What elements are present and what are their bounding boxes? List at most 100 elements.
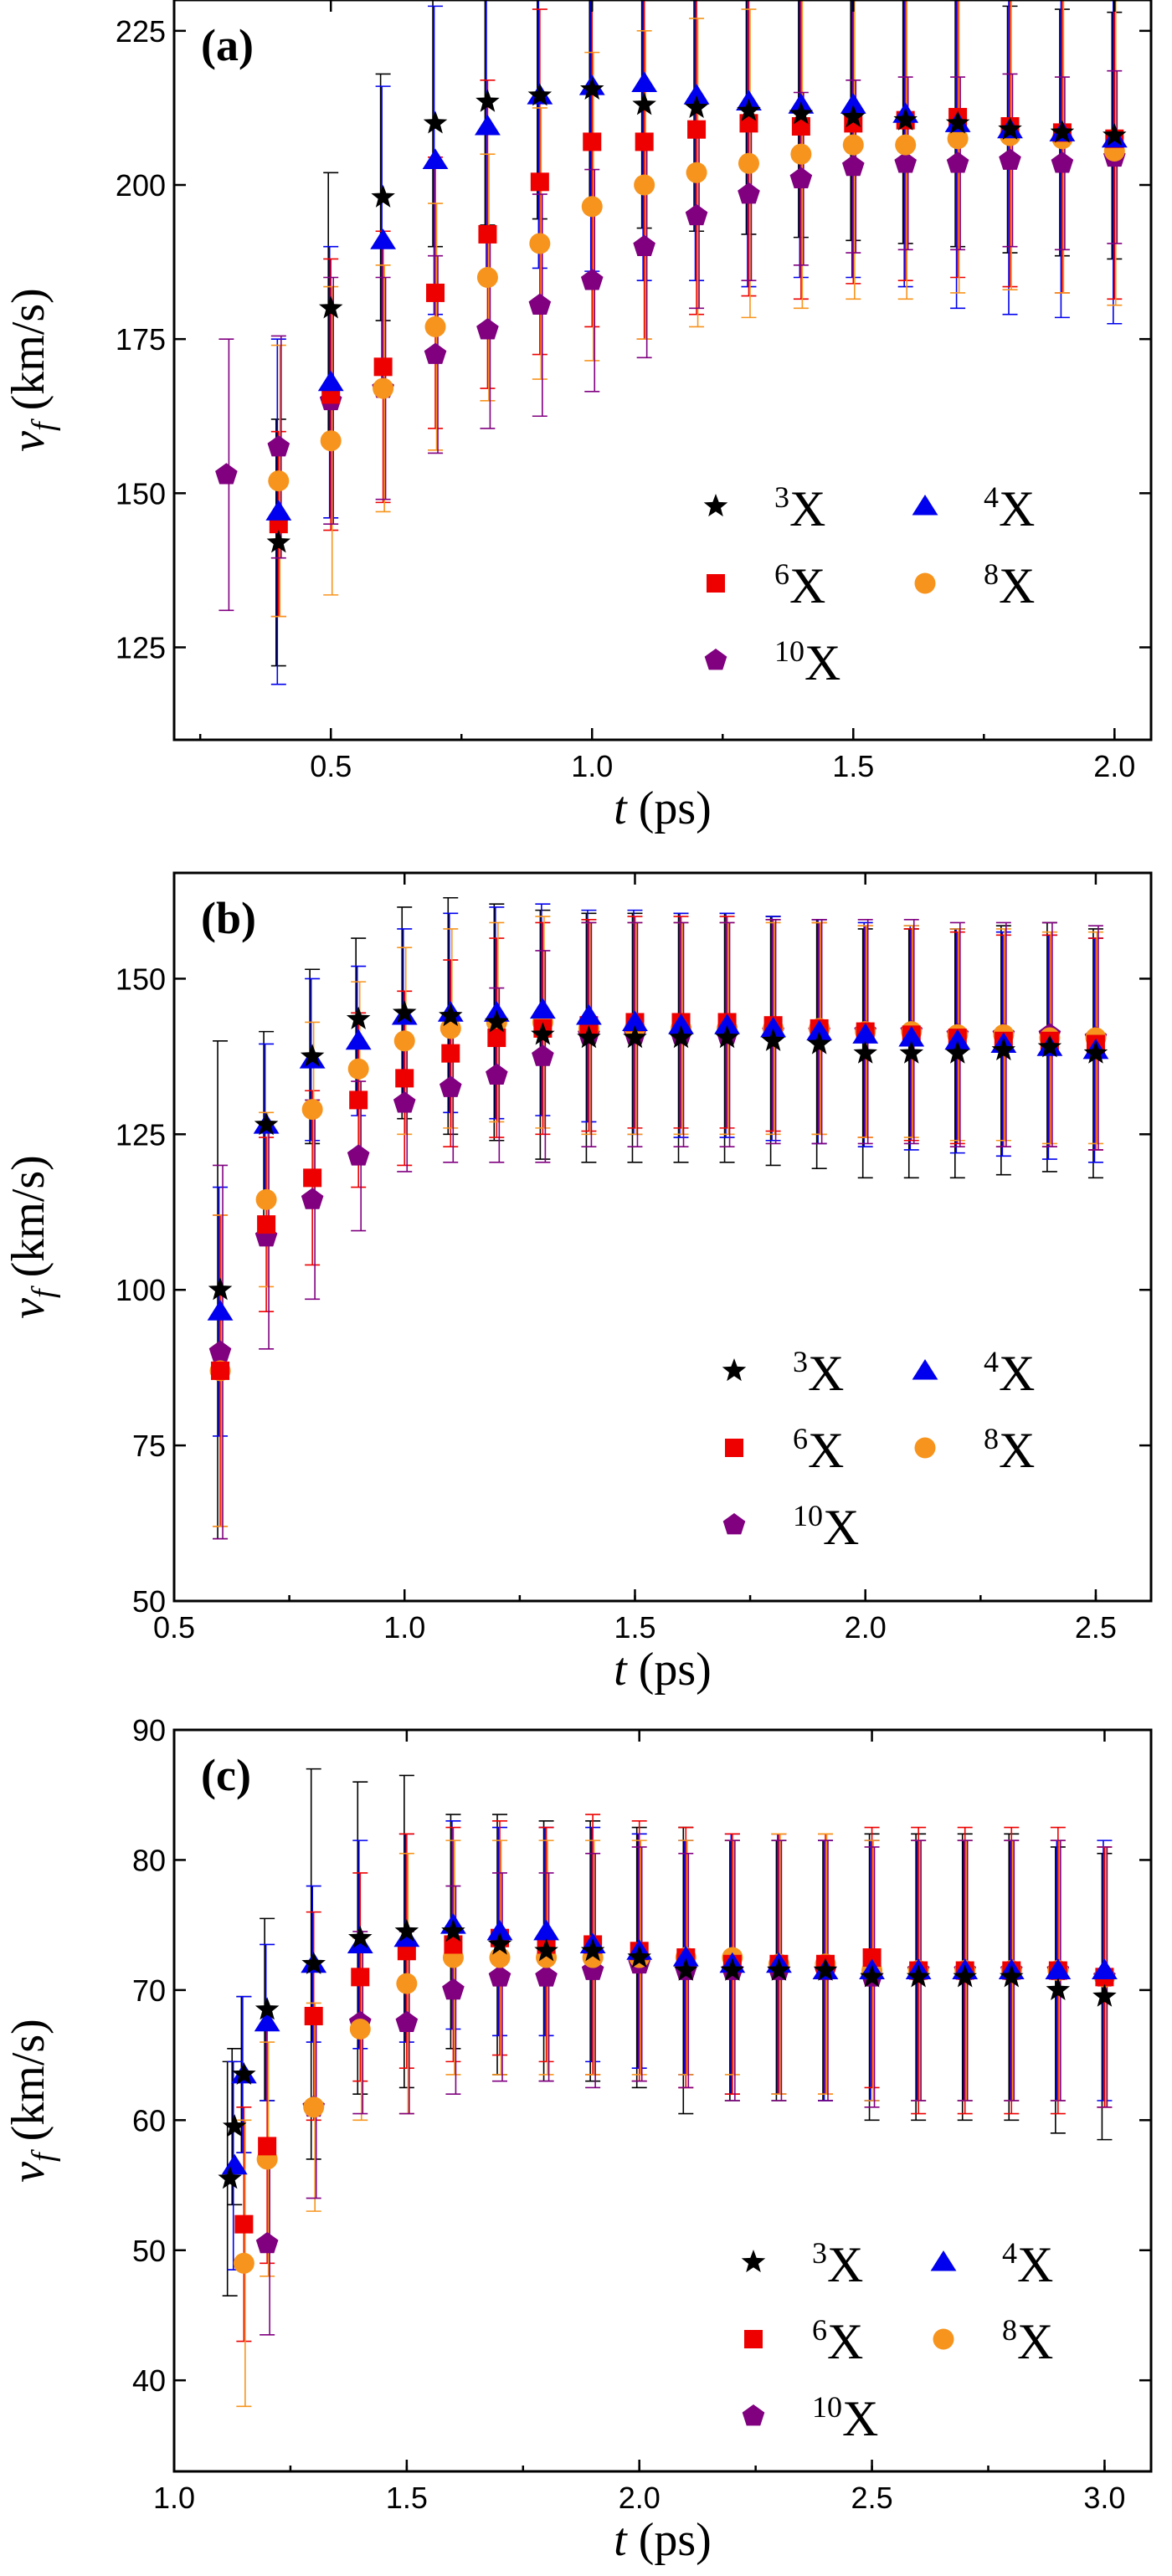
x-tick-label: 2.5	[1075, 1610, 1117, 1645]
series-square	[211, 1013, 1105, 1380]
legend-label: 6X	[812, 2313, 863, 2369]
data-point	[714, 1013, 740, 1034]
data-point	[396, 1973, 418, 1994]
legend-marker	[912, 495, 938, 516]
y-tick-label: 40	[132, 2363, 166, 2398]
data-point	[486, 1919, 513, 1941]
data-point	[348, 1925, 373, 1948]
data-point	[255, 2231, 279, 2254]
y-tick-label: 80	[132, 1843, 166, 1877]
data-point	[268, 470, 290, 492]
legend-label: 4X	[984, 480, 1035, 536]
data-point	[258, 2137, 277, 2156]
legend-item: 8X	[914, 557, 1035, 613]
series-triangle	[207, 998, 1109, 1321]
data-point	[257, 1215, 276, 1234]
error-bars-circle	[213, 916, 1103, 1527]
data-point	[806, 1019, 833, 1041]
legend-marker	[703, 494, 728, 517]
data-point	[527, 83, 553, 106]
data-point	[303, 1168, 322, 1188]
data-point	[669, 1025, 693, 1049]
error-bars-pentagon	[213, 918, 1103, 1540]
legend-marker	[912, 1359, 938, 1380]
data-point	[998, 116, 1022, 140]
data-point	[349, 2019, 371, 2040]
legend-marker	[914, 1437, 936, 1459]
data-point	[347, 1144, 370, 1166]
data-point	[860, 1964, 884, 1988]
x-tick-label: 2.0	[1093, 749, 1135, 783]
legend-label: 4X	[1002, 2236, 1053, 2292]
data-point	[488, 1965, 511, 1987]
series-pentagon	[208, 1019, 1108, 1362]
data-point	[898, 1026, 925, 1047]
data-point	[631, 71, 658, 92]
data-point	[813, 1958, 838, 1981]
data-point	[532, 1044, 554, 1066]
legend-marker	[704, 649, 727, 670]
legend-item: 10X	[722, 1499, 859, 1555]
data-point	[301, 1188, 324, 1209]
data-point	[485, 1009, 509, 1033]
data-point	[394, 1918, 419, 1942]
panel-label: (c)	[201, 1750, 251, 1800]
data-point	[317, 370, 344, 392]
error-bars-star	[213, 896, 1103, 1540]
data-point	[576, 1004, 602, 1025]
data-point	[265, 500, 292, 521]
legend-label: 8X	[984, 557, 1035, 613]
data-point	[426, 283, 445, 302]
data-point	[683, 84, 710, 105]
data-point	[634, 174, 655, 196]
legend-item: 4X	[930, 2236, 1053, 2292]
data-point	[318, 295, 343, 319]
panel-3: 1.0 1.5 2.0 2.5 3.0 40 50 60 70 80 90 (c) t (ps) vf (…	[3, 1713, 1153, 2566]
data-point	[789, 101, 814, 125]
data-point	[373, 357, 393, 377]
y-axis-title: vf (km/s)	[3, 1155, 61, 1319]
panel-label: (b)	[201, 893, 256, 943]
data-point	[790, 143, 812, 165]
series-circle	[268, 125, 1125, 492]
data-point	[1037, 1034, 1062, 1058]
data-point	[529, 998, 556, 1019]
data-point	[791, 117, 810, 136]
axes-frame	[172, 0, 1153, 741]
data-point	[486, 1063, 508, 1085]
data-point	[684, 95, 709, 119]
data-point	[999, 148, 1021, 170]
data-point	[760, 1016, 787, 1038]
legend-label: 4X	[984, 1345, 1035, 1401]
legend-item: 3X	[741, 2236, 863, 2292]
y-tick-label: 50	[132, 2234, 166, 2268]
series-triangle	[221, 1913, 1118, 2175]
legend-label: 10X	[774, 634, 840, 690]
plot-area	[215, 0, 1128, 685]
data-point	[215, 463, 238, 485]
legend-marker	[741, 2250, 766, 2273]
data-point	[346, 1006, 371, 1029]
data-point	[370, 228, 397, 249]
data-point	[893, 107, 918, 131]
y-axis-title: vf (km/s)	[3, 288, 61, 452]
legend-marker	[707, 574, 725, 593]
data-point	[395, 1069, 414, 1088]
x-tick-label: 1.0	[571, 749, 613, 783]
data-point	[906, 1964, 931, 1988]
data-point	[580, 269, 604, 290]
data-point	[254, 1112, 279, 1136]
series-star	[266, 76, 1127, 553]
data-point	[577, 1025, 601, 1049]
data-point	[476, 267, 498, 288]
data-point	[627, 1945, 651, 1968]
data-point	[687, 120, 707, 139]
legend-marker	[933, 2328, 954, 2350]
data-point	[531, 1022, 555, 1045]
legend-label: 10X	[793, 1499, 859, 1555]
panel-2: 0.5 1.0 1.5 2.0 2.5 50 75 100 125 150 (b) t (ps) vf …	[3, 871, 1153, 1696]
data-point	[476, 318, 499, 340]
error-bars-square	[213, 916, 1103, 1527]
data-point	[842, 134, 864, 156]
y-tick-label: 125	[116, 631, 166, 665]
